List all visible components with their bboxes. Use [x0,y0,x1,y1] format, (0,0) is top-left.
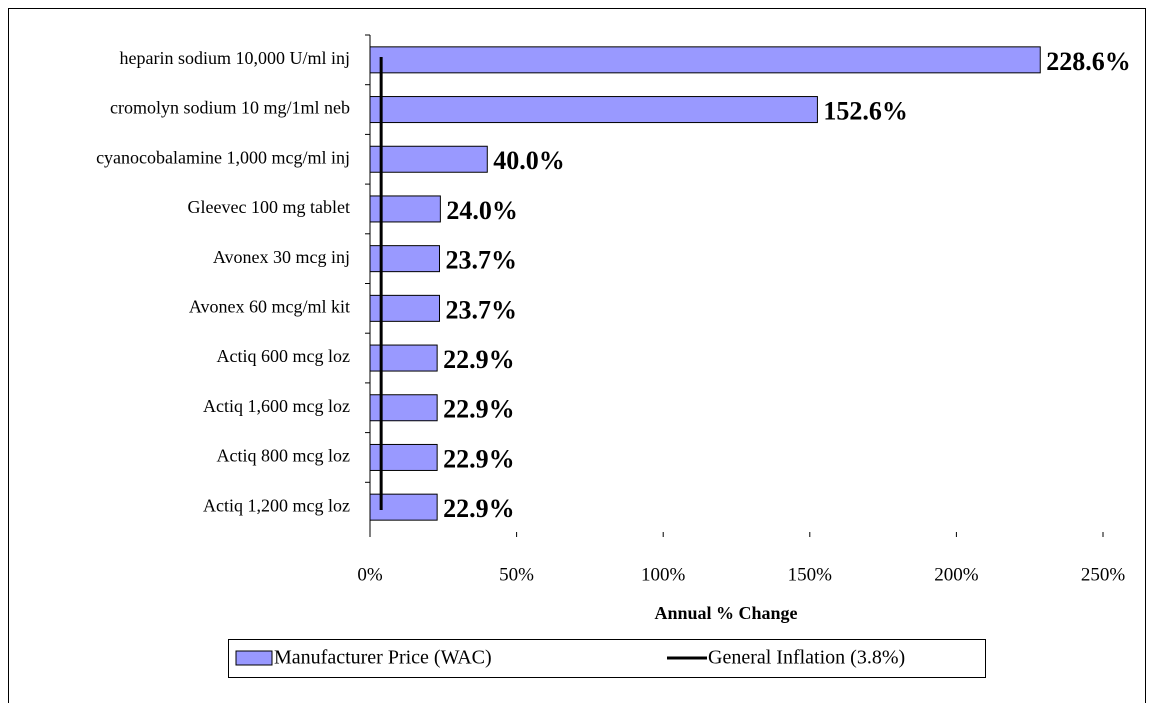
y-tick-label: Avonex 60 mcg/ml kit [189,296,350,316]
x-axis-title: Annual % Change [654,603,797,623]
bar [369,96,818,124]
y-tick-label: heparin sodium 10,000 U/ml inj [120,48,350,68]
y-tick-label: Avonex 30 mcg inj [213,247,350,267]
y-tick-label: Actiq 600 mcg loz [217,346,350,366]
value-label: 40.0% [493,146,565,175]
chart-border [8,8,1146,703]
value-label: 23.7% [445,295,517,324]
value-label: 152.6% [823,97,908,126]
y-tick-label: cromolyn sodium 10 mg/1ml neb [110,98,350,118]
y-tick-label: Actiq 1,200 mcg loz [203,495,350,515]
value-label: 22.9% [443,345,515,374]
x-tick-label: 250% [1081,564,1126,585]
x-tick-label: 50% [499,564,534,585]
y-tick-label: cyanocobalamine 1,000 mcg/ml inj [96,147,350,167]
x-tick-label: 150% [788,564,833,585]
y-tick-label: Gleevec 100 mg tablet [188,197,350,217]
value-label: 228.6% [1046,47,1131,76]
value-label: 22.9% [443,395,515,424]
x-tick-label: 0% [357,564,383,585]
bar [369,145,488,173]
legend-swatch [235,650,273,666]
value-label: 23.7% [445,246,517,275]
legend-box [228,639,986,678]
x-tick-label: 100% [641,564,686,585]
y-tick-label: Actiq 1,600 mcg loz [203,396,350,416]
value-label: 24.0% [446,196,518,225]
x-tick-label: 200% [934,564,979,585]
value-label: 22.9% [443,444,515,473]
bar [369,46,1041,74]
legend-label: General Inflation (3.8%) [708,647,905,669]
legend-label: Manufacturer Price (WAC) [274,647,492,669]
value-label: 22.9% [443,494,515,523]
y-tick-label: Actiq 800 mcg loz [217,446,350,466]
